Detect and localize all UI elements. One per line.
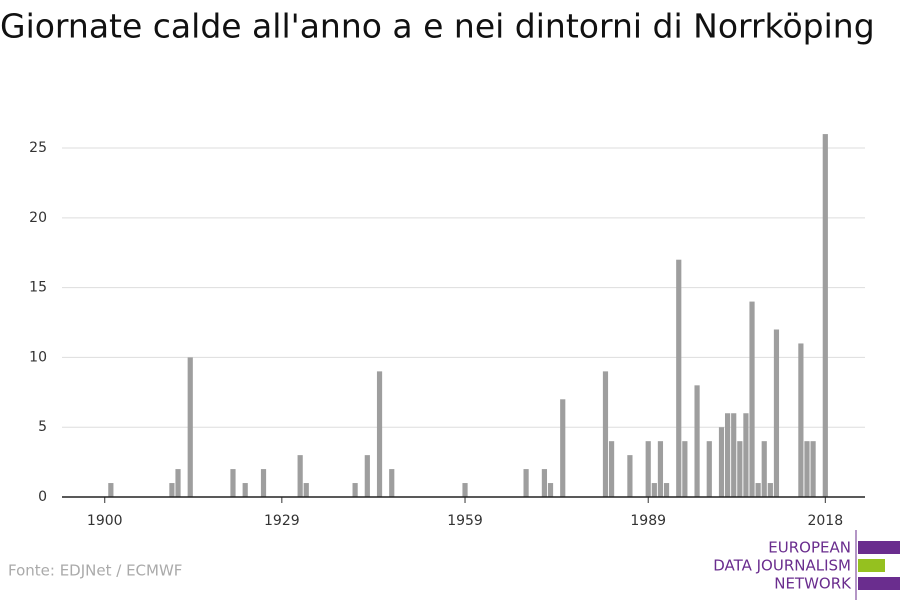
- bar: [761, 441, 767, 497]
- bar: [657, 441, 664, 497]
- x-tick-label: 1929: [264, 513, 300, 529]
- bar: [560, 399, 566, 497]
- bar: [462, 483, 468, 497]
- bar: [260, 469, 267, 497]
- bar: [743, 413, 749, 497]
- bar: [767, 483, 773, 497]
- bar: [389, 469, 395, 497]
- bar: [541, 469, 548, 497]
- bar: [187, 357, 193, 497]
- bar: [694, 385, 700, 497]
- bar: [627, 455, 633, 497]
- bar: [663, 483, 670, 497]
- bar: [810, 441, 816, 497]
- bar: [297, 455, 303, 497]
- x-tick-label: 1989: [630, 513, 666, 529]
- bar: [676, 259, 682, 497]
- logo-text: NETWORK: [774, 575, 852, 593]
- logo-text: EUROPEAN: [768, 539, 851, 557]
- y-tick-label: 20: [29, 210, 47, 226]
- bar: [523, 469, 529, 497]
- logo-bar: [858, 541, 900, 554]
- logo-bar: [858, 577, 900, 590]
- bar: [725, 413, 731, 497]
- bar: [773, 329, 780, 497]
- bar: [108, 483, 114, 497]
- y-tick-label: 10: [29, 349, 47, 365]
- x-tick-label: 1959: [447, 513, 483, 529]
- bar: [175, 469, 181, 497]
- bar: [547, 483, 554, 497]
- bar: [718, 427, 725, 497]
- bar: [169, 483, 175, 497]
- bar: [376, 371, 383, 497]
- bar: [608, 441, 615, 497]
- bar: [822, 134, 828, 498]
- bar: [706, 441, 712, 497]
- bar: [242, 483, 248, 497]
- bar: [682, 441, 688, 497]
- bar: [798, 343, 804, 497]
- bar: [352, 483, 358, 497]
- y-tick-label: 25: [29, 140, 47, 156]
- source: Fonte: EDJNet / ECMWF: [8, 562, 182, 580]
- bar: [602, 371, 609, 497]
- bar: [731, 413, 737, 497]
- bar: [804, 441, 810, 497]
- logo-text: DATA JOURNALISM: [713, 557, 851, 575]
- y-tick-label: 0: [38, 489, 47, 505]
- y-tick-label: 15: [29, 280, 47, 296]
- x-tick-label: 2018: [807, 513, 843, 529]
- bar: [737, 441, 743, 497]
- bar: [755, 483, 761, 497]
- bar: [364, 455, 370, 497]
- chart-title: Giornate calde all'anno a e nei dintorni…: [0, 7, 875, 46]
- bar: [303, 483, 309, 497]
- logo-bar: [858, 559, 885, 572]
- bar: [230, 469, 236, 497]
- bar: [645, 441, 651, 497]
- bar: [749, 301, 755, 497]
- y-tick-label: 5: [38, 419, 47, 435]
- bar: [651, 483, 657, 497]
- x-tick-label: 1900: [87, 513, 123, 529]
